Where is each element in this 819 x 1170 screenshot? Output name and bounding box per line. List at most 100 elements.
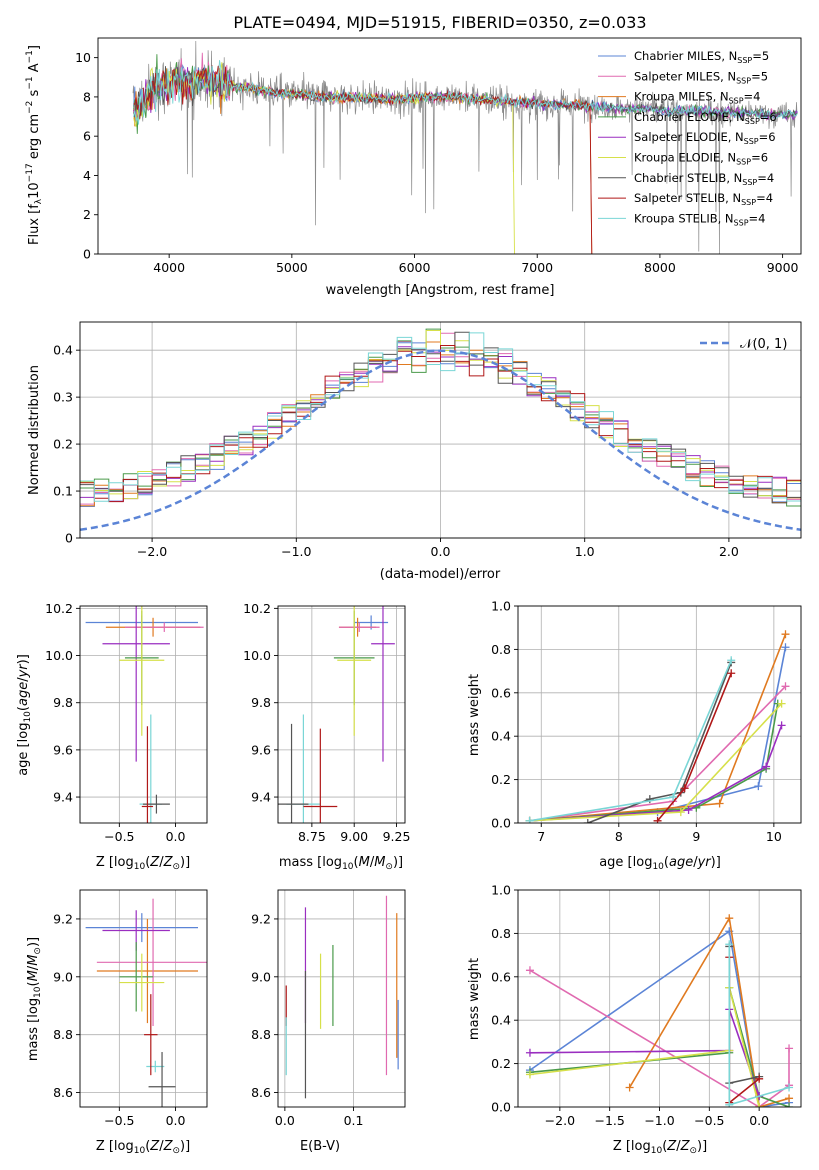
residuals-marks xyxy=(80,328,801,532)
figure-title: PLATE=0494, MJD=51915, FIBERID=0350, z=0… xyxy=(233,13,646,32)
weight_vs_age-ytick-label: 0.0 xyxy=(491,816,511,831)
age_vs_Z-point-salpeter-miles xyxy=(124,622,204,632)
residuals-xtick-label: −1.0 xyxy=(281,544,311,559)
weight_vs_Z-marker-salpeter-stelib xyxy=(755,1074,764,1083)
age_vs_Z-ytick-label: 10.2 xyxy=(45,601,73,616)
age_vs_mass-ytick-label: 10.2 xyxy=(243,601,271,616)
mass_vs_EBV-ytick-label: 8.6 xyxy=(251,1085,271,1100)
age_vs_mass-ytick-label: 9.4 xyxy=(251,790,271,805)
spectrum-xtick-label: 4000 xyxy=(153,260,185,275)
weight_vs_age-marker-salpeter-elodie xyxy=(777,721,786,730)
residuals-plot-area: −2.0 −1.0 0.0 1.0 2.0 0 0.1 0.2 0.3 0.4 xyxy=(53,321,802,559)
spectrum-xtick-label: 9000 xyxy=(767,260,799,275)
weight_vs_age-marker-chabrier-miles xyxy=(754,782,763,791)
weight-vs-age-xlabel: age [log10(age/yr)] xyxy=(599,855,721,872)
mass_vs_Z-point-kroupa-miles xyxy=(96,918,199,1024)
legend-label-chabrier-elodie: Chabrier ELODIE, NSSP=6 xyxy=(634,110,777,126)
weight_vs_age-marker-kroupa-stelib xyxy=(525,816,534,823)
age_vs_Z-grid xyxy=(80,606,207,823)
mass-vs-EBV-panel: 0.0 0.1 8.6 8.8 9.0 9.2 E(B-V) xyxy=(251,889,406,1154)
weight_vs_age-line-chabrier-elodie xyxy=(529,703,779,822)
weight_vs_age-ytick-label: 0.4 xyxy=(491,729,511,744)
weight_vs_Z-xtick-label: −2.0 xyxy=(545,1113,575,1128)
age_vs_mass-point-salpeter-miles xyxy=(338,622,380,632)
age_vs_mass-ytick-label: 9.6 xyxy=(251,742,271,757)
mass_vs_Z-axes: −0.5 0.0 8.6 8.8 9.0 9.2 xyxy=(53,889,208,1128)
mass_vs_Z-point-salpeter-miles xyxy=(96,898,207,1026)
weight_vs_age-ytick-label: 0.8 xyxy=(491,642,511,657)
weight_vs_Z-marker-kroupa-stelib xyxy=(785,1083,794,1092)
spectrum-xlabel: wavelength [Angstrom, rest frame] xyxy=(326,283,555,298)
spectrum-ytick-label: 8 xyxy=(83,89,91,104)
weight_vs_age-marker-chabrier-stelib xyxy=(645,795,654,804)
residuals-ytick-label: 0 xyxy=(65,531,73,546)
age_vs_mass-point-salpeter-elodie xyxy=(371,606,395,762)
mass_vs_Z-point-chabrier-elodie xyxy=(119,942,154,1012)
weight_vs_Z-ytick-label: 0.2 xyxy=(491,1056,511,1071)
age-vs-Z-plot-area: −0.5 0.0 9.4 9.6 9.8 10.0 10.2 xyxy=(45,601,208,844)
age-vs-mass-plot-area: 8.75 9.00 9.25 9.4 9.6 9.8 10.0 10.2 xyxy=(243,601,410,844)
spectrum-xtick-label: 5000 xyxy=(276,260,308,275)
mass_vs_EBV-ytick-label: 9.0 xyxy=(251,969,271,984)
weight_vs_age-xtick-label: 7 xyxy=(537,829,545,844)
mass_vs_EBV-ytick-label: 9.2 xyxy=(251,911,271,926)
mass_vs_Z-point-chabrier-stelib xyxy=(148,1052,176,1107)
legend-label-salpeter-elodie: Salpeter ELODIE, NSSP=6 xyxy=(634,130,776,146)
mass_vs_Z-xtick-label: 0.0 xyxy=(166,1113,186,1128)
weight-vs-Z-panel: −2.0 −1.5 −1.0 −0.5 0.0 0.0 0.2 0.4 0.6 0.8 1.0 Z … xyxy=(467,883,802,1156)
mass_vs_Z-ytick-label: 9.0 xyxy=(53,969,73,984)
weight_vs_Z-ytick-label: 0.4 xyxy=(491,1013,511,1028)
weight_vs_age-line-kroupa-miles xyxy=(529,633,787,822)
weight_vs_Z-marker-kroupa-stelib xyxy=(725,1100,734,1107)
age_vs_mass-xtick-label: 8.75 xyxy=(298,829,326,844)
weight_vs_Z-marker-salpeter-miles xyxy=(525,966,534,975)
weight-vs-Z-plot-area: −2.0 −1.5 −1.0 −0.5 0.0 0.0 0.2 0.4 0.6 0.8 1.0 xyxy=(491,883,802,1128)
mass_vs_Z-grid xyxy=(80,890,207,1107)
spectrum-frame xyxy=(97,37,802,255)
normal-legend-label: 𝒩(0, 1) xyxy=(740,337,787,352)
weight_vs_age-marker-salpeter-miles xyxy=(781,682,790,691)
spectrum-model-kroupa-stelib xyxy=(133,60,798,125)
weight-vs-age-panel: 7 8 9 10 0.0 0.2 0.4 0.6 0.8 1.0 age [log10(age/y… xyxy=(467,599,802,872)
residuals-panel: −2.0 −1.0 0.0 1.0 2.0 0 0.1 0.2 0.3 0.4 𝒩(0, 1) (… xyxy=(27,321,802,582)
weight_vs_Z-line-chabrier-miles xyxy=(529,929,790,1107)
age_vs_mass-ytick-label: 9.8 xyxy=(251,695,271,710)
weight_vs_age-marker-salpeter-stelib xyxy=(680,784,689,793)
weight_vs_age-marker-kroupa-elodie xyxy=(676,808,685,817)
age-vs-Z-ylabel: age [log10(age/yr)] xyxy=(16,654,33,776)
weight_vs_Z-line-kroupa-miles xyxy=(628,915,790,1107)
residuals-xtick-label: 0.0 xyxy=(431,544,451,559)
weight_vs_Z-xtick-label: −1.5 xyxy=(594,1113,624,1128)
age_vs_mass-marks xyxy=(278,606,395,823)
mass_vs_Z-marks xyxy=(85,898,207,1107)
mass-vs-Z-ylabel: mass [log10(M/M⊙)] xyxy=(26,937,43,1061)
weight_vs_Z-axes: −2.0 −1.5 −1.0 −0.5 0.0 0.0 0.2 0.4 0.6 0.8 1.0 xyxy=(491,883,802,1128)
weight_vs_Z-marks xyxy=(525,914,794,1107)
mass_vs_Z-frame xyxy=(79,889,208,1108)
age_vs_Z-point-salpeter-stelib xyxy=(141,726,154,823)
mass_vs_Z-point-kroupa-elodie xyxy=(119,953,165,1012)
legend-label-salpeter-stelib: Salpeter STELIB, NSSP=4 xyxy=(634,191,773,207)
weight_vs_Z-marker-kroupa-miles xyxy=(725,914,734,923)
age_vs_Z-point-salpeter-elodie xyxy=(102,606,170,762)
age_vs_mass-axes: 8.75 9.00 9.25 9.4 9.6 9.8 10.0 10.2 xyxy=(243,601,410,844)
residuals-xtick-label: 1.0 xyxy=(575,544,595,559)
age_vs_Z-marks xyxy=(85,606,204,823)
weight_vs_age-marker-kroupa-elodie xyxy=(777,699,786,708)
age_vs_Z-ytick-label: 9.8 xyxy=(53,695,73,710)
weight_vs_Z-ytick-label: 0.8 xyxy=(491,926,511,941)
spectrum-xtick-label: 6000 xyxy=(399,260,431,275)
mass-vs-EBV-plot-area: 0.0 0.1 8.6 8.8 9.0 9.2 xyxy=(251,889,406,1128)
legend-label-kroupa-miles: Kroupa MILES, NSSP=4 xyxy=(634,90,760,106)
weight_vs_age-xtick-label: 8 xyxy=(615,829,623,844)
weight_vs_Z-line-kroupa-elodie xyxy=(529,987,760,1107)
mass_vs_Z-point-salpeter-stelib xyxy=(144,994,158,1076)
weight_vs_age-xtick-label: 10 xyxy=(766,829,782,844)
weight_vs_Z-ytick-label: 1.0 xyxy=(491,883,511,898)
mass_vs_Z-xtick-label: −0.5 xyxy=(104,1113,134,1128)
mass_vs_EBV-xtick-label: 0.0 xyxy=(275,1113,295,1128)
age_vs_mass-point-chabrier-stelib xyxy=(278,723,309,823)
age_vs_Z-xtick-label: 0.0 xyxy=(166,829,186,844)
weight-vs-age-ylabel: mass weight xyxy=(467,674,482,756)
